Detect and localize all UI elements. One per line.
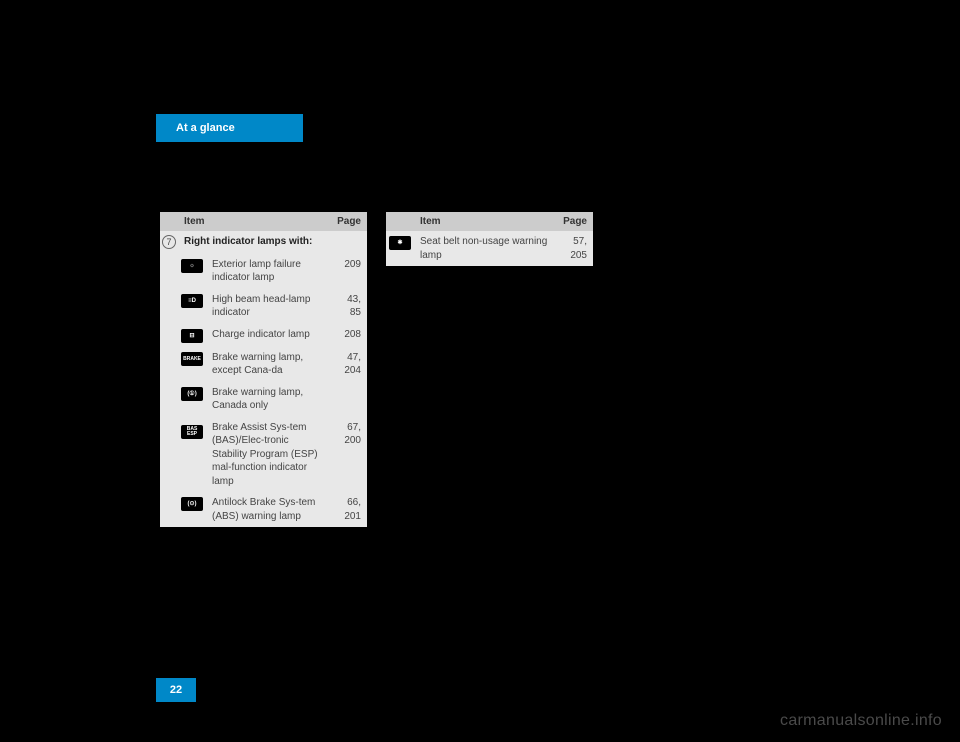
table-row: (①) Brake warning lamp, Canada only [160, 382, 367, 417]
row-desc: High beam head-lamp indicator [206, 289, 329, 324]
bas-esp-icon: BAS ESP [181, 425, 203, 439]
section-tab: At a glance [156, 114, 303, 142]
row-desc: Antilock Brake Sys-tem (ABS) warning lam… [206, 492, 329, 527]
col-item: Item [414, 212, 555, 231]
col-blank [160, 212, 178, 231]
col-page: Page [329, 212, 367, 231]
table-row: BRAKE Brake warning lamp, except Cana-da… [160, 347, 367, 382]
lamp-failure-icon: ☼ [181, 259, 203, 273]
abs-icon: (⊙) [181, 497, 203, 511]
table-row: BAS ESP Brake Assist Sys-tem (BAS)/Elec-… [160, 417, 367, 493]
table-row: (⊙) Antilock Brake Sys-tem (ABS) warning… [160, 492, 367, 527]
watermark: carmanualsonline.info [780, 712, 942, 730]
table-row: ✱ Seat belt non-usage warning lamp 57, 2… [386, 231, 593, 266]
col-item: Item [178, 212, 329, 231]
section-tab-label: At a glance [176, 122, 235, 134]
battery-icon: ⊟ [181, 329, 203, 343]
table-row: ☼ Exterior lamp failure indicator lamp 2… [160, 254, 367, 289]
page-number-value: 22 [170, 684, 182, 696]
table-row: ⊟ Charge indicator lamp 208 [160, 324, 367, 347]
row-desc: Brake warning lamp, except Cana-da [206, 347, 329, 382]
brake-canada-icon: (①) [181, 387, 203, 401]
page-number: 22 [156, 678, 196, 702]
section-number: 7 [160, 231, 178, 254]
row-page: 43, 85 [329, 289, 367, 324]
row-desc: Exterior lamp failure indicator lamp [206, 254, 329, 289]
seatbelt-icon: ✱ [389, 236, 411, 250]
row-desc: Seat belt non-usage warning lamp [414, 231, 555, 266]
col-blank [386, 212, 414, 231]
row-page: 47, 204 [329, 347, 367, 382]
row-desc: Brake warning lamp, Canada only [206, 382, 329, 417]
row-page: 208 [329, 324, 367, 347]
table-row: ≡D High beam head-lamp indicator 43, 85 [160, 289, 367, 324]
row-page: 209 [329, 254, 367, 289]
indicator-table-left: Item Page 7 Right indicator lamps with: … [160, 212, 367, 527]
indicator-table-right: Item Page ✱ Seat belt non-usage warning … [386, 212, 593, 266]
section-header-row: 7 Right indicator lamps with: [160, 231, 367, 254]
row-page [329, 382, 367, 417]
row-page: 66, 201 [329, 492, 367, 527]
section-page [329, 231, 367, 254]
row-page: 57, 205 [555, 231, 593, 266]
high-beam-icon: ≡D [181, 294, 203, 308]
brake-text-icon: BRAKE [181, 352, 203, 366]
col-page: Page [555, 212, 593, 231]
row-desc: Brake Assist Sys-tem (BAS)/Elec-tronic S… [206, 417, 329, 493]
section-title: Right indicator lamps with: [178, 231, 329, 254]
row-desc: Charge indicator lamp [206, 324, 329, 347]
row-page: 67, 200 [329, 417, 367, 493]
